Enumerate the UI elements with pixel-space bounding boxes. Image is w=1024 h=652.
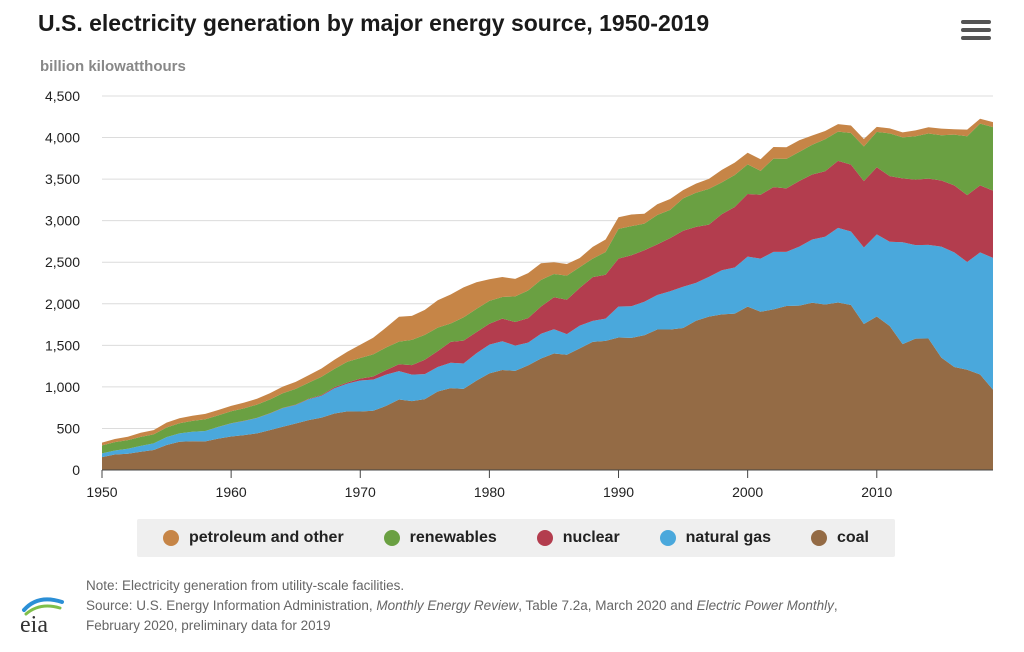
y-tick-label: 1,000 — [45, 379, 80, 395]
legend-label: nuclear — [562, 529, 620, 546]
x-tick-label: 1990 — [603, 484, 634, 500]
y-tick-label: 2,000 — [45, 296, 80, 312]
y-tick-label: 3,000 — [45, 213, 80, 229]
x-tick-label: 1980 — [474, 484, 505, 500]
area-coal — [102, 302, 993, 470]
x-tick-label: 2010 — [861, 484, 892, 500]
legend-label: renewables — [409, 529, 497, 546]
stacked-area-chart: 0 500 1,000 1,500 2,000 2,500 3,000 3,500 4,000 4… — [45, 88, 993, 500]
petroleum-swatch-icon — [162, 530, 179, 546]
legend-label: petroleum and other — [188, 529, 344, 546]
x-tick-label: 2000 — [732, 484, 763, 500]
renewables-swatch-icon — [383, 530, 400, 546]
area-series-group — [102, 118, 993, 470]
legend-item-petroleum[interactable]: petroleum and other — [162, 529, 344, 547]
x-tick-label: 1970 — [345, 484, 376, 500]
legend-item-nuclear[interactable]: nuclear — [536, 529, 620, 547]
y-axis-units-label: billion kilowatthours — [40, 58, 186, 75]
y-tick-label: 1,500 — [45, 337, 80, 353]
area-renewables — [102, 123, 993, 454]
legend-item-natural-gas[interactable]: natural gas — [659, 529, 772, 547]
note-text: Note: Electricity generation from utilit… — [86, 578, 405, 593]
legend-label: natural gas — [685, 529, 772, 546]
source-text-line2: February 2020, preliminary data for 2019 — [86, 618, 331, 633]
natural-gas-swatch-icon — [659, 530, 676, 546]
coal-swatch-icon — [810, 530, 827, 546]
area-nuclear — [102, 160, 993, 454]
legend-label: coal — [836, 529, 869, 546]
y-tick-label: 3,500 — [45, 171, 80, 187]
eia-logo: eia — [20, 597, 64, 638]
nuclear-swatch-icon — [536, 530, 553, 546]
svg-text:eia: eia — [20, 612, 48, 638]
y-tick-label: 4,500 — [45, 88, 80, 104]
legend-item-coal[interactable]: coal — [810, 529, 869, 547]
chart-title: U.S. electricity generation by major ene… — [38, 10, 710, 36]
legend-item-renewables[interactable]: renewables — [383, 529, 497, 547]
x-tick-label: 1960 — [216, 484, 247, 500]
y-tick-label: 0 — [72, 462, 80, 478]
y-tick-label: 2,500 — [45, 254, 80, 270]
y-tick-label: 500 — [57, 420, 81, 436]
x-tick-label: 1950 — [86, 484, 117, 500]
axes: 0 500 1,000 1,500 2,000 2,500 3,000 3,500 4,000 4… — [45, 88, 993, 500]
area-natural-gas — [102, 227, 993, 458]
footnote: Note: Electricity generation from utilit… — [86, 576, 1006, 636]
y-tick-label: 4,000 — [45, 130, 80, 146]
chart-legend: petroleum and other renewables nuclear n… — [137, 519, 895, 557]
source-text: Source: U.S. Energy Information Administ… — [86, 598, 838, 613]
hamburger-menu-icon[interactable] — [961, 20, 991, 44]
